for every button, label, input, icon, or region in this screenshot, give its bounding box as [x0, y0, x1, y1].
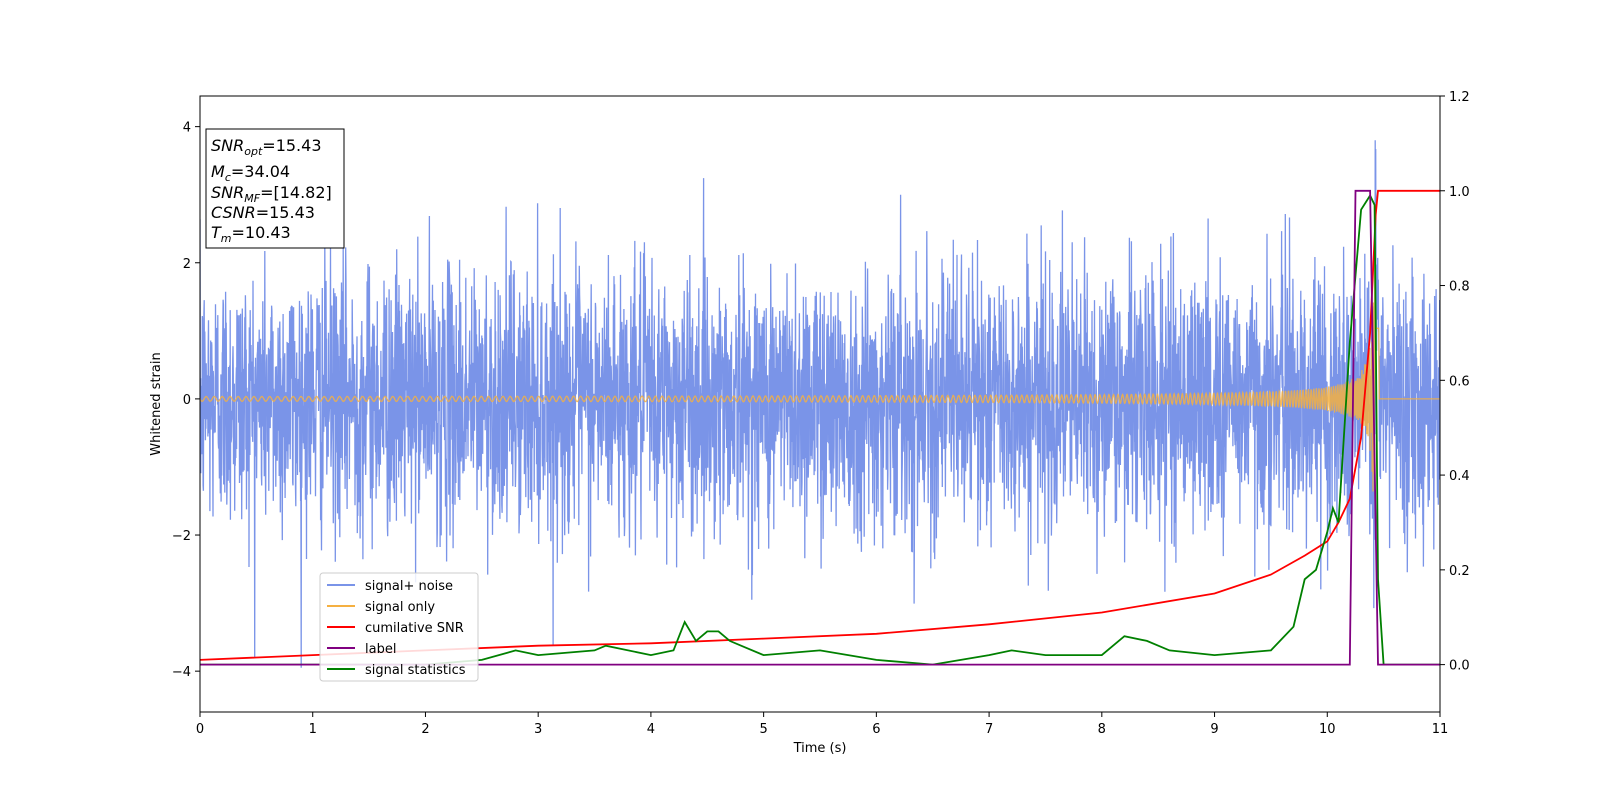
legend-label: signal statistics	[365, 663, 466, 678]
legend-label: label	[365, 642, 396, 657]
info-line-symbol: SNR	[211, 136, 244, 155]
legend: signal+ noise signal only cumilative SNR la…	[319, 572, 479, 682]
info-line: SNRopt=15.43	[211, 136, 322, 158]
info-line: Tm=10.43	[211, 223, 291, 245]
series-layer	[200, 140, 1440, 668]
y-left-tick-label: −2	[172, 529, 191, 544]
info-box-frame	[205, 128, 345, 249]
series-cumulative-snr	[200, 189, 1440, 661]
series-signal-only	[200, 210, 1440, 492]
series-signal-statistics	[200, 193, 1440, 666]
info-line-value: =15.43	[256, 203, 315, 222]
y-right-tick-label: 0.8	[1449, 280, 1470, 295]
info-line-value: =15.43	[262, 136, 321, 155]
x-tick-label: 9	[1210, 722, 1218, 737]
x-axis-label: Time (s)	[793, 741, 847, 756]
y-right-tick-label: 1.2	[1449, 90, 1470, 105]
y-axis-left-label: Whitened strain	[149, 352, 164, 455]
info-line-value: =[14.82]	[260, 183, 332, 202]
x-tick-label: 4	[647, 722, 655, 737]
info-line-subscript: c	[225, 171, 231, 184]
info-line-value: =10.43	[232, 223, 291, 242]
y-axis-left: −4 −2 0 2 4	[172, 121, 200, 680]
x-tick-label: 0	[196, 722, 204, 737]
info-line: Mc=34.04	[211, 162, 290, 184]
plot-frame	[199, 95, 1441, 713]
x-tick-label: 10	[1319, 722, 1336, 737]
legend-frame	[319, 572, 479, 682]
x-tick-label: 6	[872, 722, 880, 737]
x-tick-label: 3	[534, 722, 542, 737]
info-line-symbol: M	[211, 162, 225, 181]
x-tick-label: 8	[1098, 722, 1106, 737]
x-tick-label: 2	[421, 722, 429, 737]
info-line-value: =34.04	[231, 162, 290, 181]
legend-label: signal+ noise	[365, 579, 453, 594]
info-annotation: SNRopt=15.43Mc=34.04SNRMF=[14.82]CSNR=15…	[205, 128, 345, 249]
y-left-tick-label: 2	[183, 257, 191, 272]
series-label	[200, 189, 1440, 666]
info-line-subscript: m	[221, 232, 232, 245]
info-line-symbol: SNR	[211, 183, 244, 202]
y-axis-right: 0.0 0.2 0.4 0.6 0.8 1.0 1.2	[1440, 90, 1470, 674]
y-right-tick-label: 0.2	[1449, 564, 1470, 579]
y-right-tick-label: 1.0	[1449, 185, 1470, 200]
y-left-tick-label: 4	[183, 121, 191, 136]
y-right-tick-label: 0.6	[1449, 374, 1470, 389]
x-tick-label: 1	[309, 722, 317, 737]
info-line: SNRMF=[14.82]	[211, 183, 332, 205]
legend-label: cumilative SNR	[365, 621, 464, 636]
y-right-tick-label: 0.0	[1449, 659, 1470, 674]
y-right-tick-label: 0.4	[1449, 469, 1470, 484]
info-line-subscript: opt	[244, 145, 263, 158]
y-left-tick-label: −4	[172, 665, 191, 680]
x-tick-label: 5	[759, 722, 767, 737]
info-line-symbol: CSNR	[211, 203, 256, 222]
info-line: CSNR=15.43	[211, 203, 315, 222]
info-line-subscript: MF	[244, 192, 260, 205]
y-left-tick-label: 0	[183, 393, 191, 408]
legend-label: signal only	[365, 600, 435, 615]
x-axis: 0 1 2 3 4 5 6 7 8 9 10 11	[196, 712, 1448, 737]
info-line-symbol: T	[211, 223, 222, 242]
x-tick-label: 7	[985, 722, 993, 737]
x-tick-label: 11	[1432, 722, 1449, 737]
